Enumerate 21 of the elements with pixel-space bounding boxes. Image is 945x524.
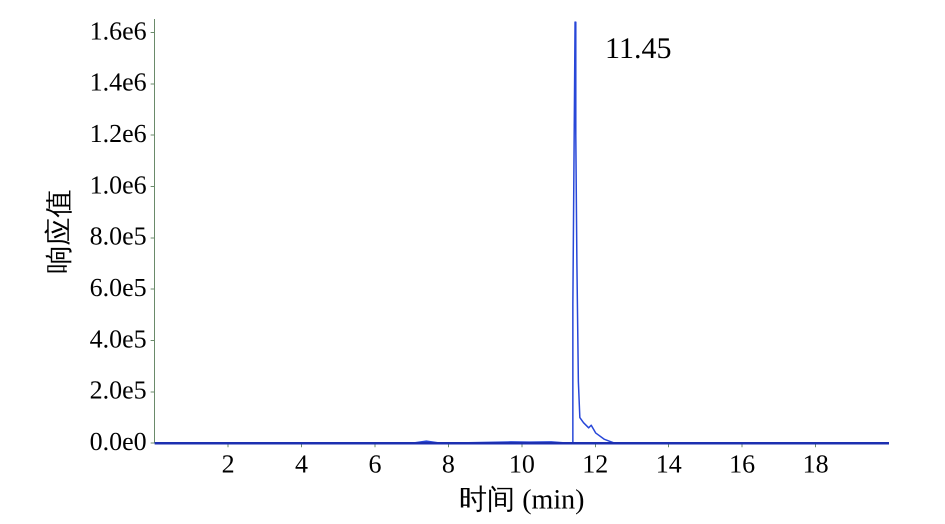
x-tick-label: 16: [729, 450, 756, 479]
y-tick-label: 2.0e5: [90, 376, 147, 405]
y-tick-label: 6.0e5: [90, 272, 147, 302]
x-tick-label: 6: [368, 450, 382, 479]
x-axis-title: 时间 (min): [459, 484, 584, 516]
y-axis-title: 响应值: [44, 189, 76, 274]
y-tick-label: 1.2e6: [90, 118, 147, 148]
x-tick-label: 18: [802, 450, 829, 479]
x-tick-label: 2: [222, 450, 235, 479]
y-tick-label: 8.0e5: [90, 222, 147, 251]
y-tick-label: 4.0e5: [90, 324, 147, 354]
x-tick-label: 8: [442, 450, 455, 479]
y-tick-label: 1.4e6: [90, 68, 147, 97]
y-tick-label: 1.6e6: [90, 16, 147, 46]
x-tick-label: 4: [295, 450, 308, 479]
x-tick-label: 12: [582, 450, 608, 479]
y-tick-label: 0.0e0: [90, 427, 147, 456]
y-tick-label: 1.0e6: [90, 170, 147, 200]
x-tick-label: 14: [656, 450, 682, 479]
x-tick-label: 10: [508, 450, 535, 479]
annotation: 11.45: [605, 32, 672, 66]
